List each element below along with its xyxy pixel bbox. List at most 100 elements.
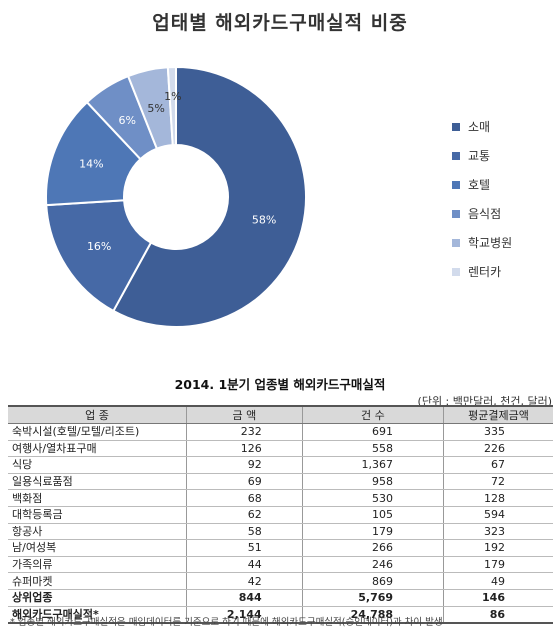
slice-label: 6% [119,114,136,127]
table-cell: 246 [302,556,445,574]
subtotal-row: 상위업종 844 5,769 146 [8,588,553,607]
table-cell: 49 [443,572,553,590]
legend-swatch [452,209,460,218]
slice-label: 5% [147,102,164,115]
table-header-row: 업 종 금 액 건 수 평균결제금액 [8,405,553,424]
legend-label: 학교병원 [468,236,513,250]
legend-swatch [452,180,460,189]
legend-item: 소매 [452,112,512,141]
table-row: 일용식료품점 69 958 72 [8,473,553,491]
legend-swatch [452,267,460,276]
total-row: 해외카드구매실적* 2,144 24,788 86 [8,606,553,625]
table-cell: 해외카드구매실적* [8,606,187,625]
table-cell: 남/여성복 [8,539,187,557]
table-cell: 일용식료품점 [8,473,187,491]
table-cell: 51 [186,539,303,557]
table-cell: 323 [443,523,553,541]
table-cell: 44 [186,556,303,574]
slice-label: 58% [252,214,276,227]
legend-item: 호텔 [452,170,512,199]
table-cell: 식당 [8,456,187,474]
legend-item: 교통 [452,141,512,170]
table-cell: 슈퍼마켓 [8,572,187,590]
table-cell: 72 [443,473,553,491]
legend-item: 음식점 [452,199,512,228]
table-cell: 179 [443,556,553,574]
legend-label: 소매 [468,120,491,134]
col-header-amount: 금 액 [186,405,303,424]
table-cell: 24,788 [302,606,445,625]
table-cell: 869 [302,572,445,590]
legend-item: 학교병원 [452,228,512,257]
legend-label: 교통 [468,149,491,163]
table-cell: 5,769 [302,588,445,607]
table-row: 가족의류 44 246 179 [8,556,553,574]
table-cell: 67 [443,456,553,474]
table-row: 여행사/열차표구매 126 558 226 [8,440,553,458]
table-cell: 42 [186,572,303,590]
legend-label: 호텔 [468,178,491,192]
table-cell: 1,367 [302,456,445,474]
table-cell: 가족의류 [8,556,187,574]
table-cell: 백화점 [8,489,187,507]
table-cell: 594 [443,506,553,524]
legend-label: 음식점 [468,207,502,221]
table-row: 대학등록금 62 105 594 [8,506,553,524]
table-row: 슈퍼마켓 42 869 49 [8,572,553,590]
table-cell: 2,144 [186,606,303,625]
table-cell: 179 [302,523,445,541]
table-cell: 232 [186,423,303,441]
table-cell: 844 [186,588,303,607]
table-cell: 105 [302,506,445,524]
table-cell: 558 [302,440,445,458]
donut-chart: 58% 16% 14% 6% 5%1% [45,65,307,328]
table-cell: 335 [443,423,553,441]
table-row: 남/여성복 51 266 192 [8,539,553,557]
legend-label: 렌터카 [468,265,502,279]
donut-slice [166,65,177,147]
table-cell: 69 [186,473,303,491]
chart-legend: 소매 교통 호텔 음식점 학교병원 렌터카 [452,112,512,286]
table-cell: 항공사 [8,523,187,541]
table-row: 백화점 68 530 128 [8,489,553,507]
slice-label: 1% [164,90,181,103]
table-cell: 691 [302,423,445,441]
table-cell: 58 [186,523,303,541]
footnote: * 업종별 해외카드구매실적은 매입데이터를 기준으로 하기 때문에 해외카드구… [10,617,443,628]
table-cell: 62 [186,506,303,524]
table-cell: 530 [302,489,445,507]
table-row: 식당 92 1,367 67 [8,456,553,474]
chart-title: 업태별 해외카드구매실적 비중 [152,12,408,34]
donut-slice [45,199,153,313]
slice-label: 16% [87,240,111,253]
table-cell: 266 [302,539,445,557]
table-cell: 226 [443,440,553,458]
table-cell: 상위업종 [8,588,187,607]
table-cell: 숙박시설(호텔/모텔/리조트) [8,423,187,441]
table-unit: (단위 : 백만달러, 천건, 달러) [417,395,552,408]
table-cell: 126 [186,440,303,458]
table-cell: 192 [443,539,553,557]
table-cell: 68 [186,489,303,507]
table-cell: 여행사/열차표구매 [8,440,187,458]
legend-item: 렌터카 [452,257,512,286]
donut-slice [112,65,307,328]
slice-label: 14% [79,158,103,171]
table-cell: 146 [443,588,553,607]
table-cell: 대학등록금 [8,506,187,524]
data-table: 업 종 금 액 건 수 평균결제금액 숙박시설(호텔/모텔/리조트) 232 691… [8,405,553,625]
legend-swatch [452,151,460,160]
table-cell: 958 [302,473,445,491]
table-cell: 92 [186,456,303,474]
table-title: 2014. 1분기 업종별 해외카드구매실적 [174,377,386,392]
col-header-category: 업 종 [8,405,187,424]
col-header-average: 평균결제금액 [443,405,553,424]
table-cell: 86 [443,606,553,625]
col-header-count: 건 수 [302,405,445,424]
table-row: 숙박시설(호텔/모텔/리조트) 232 691 335 [8,423,553,441]
donut-slice [45,100,142,207]
legend-swatch [452,122,460,131]
legend-swatch [452,238,460,247]
table-row: 항공사 58 179 323 [8,523,553,541]
table-cell: 128 [443,489,553,507]
